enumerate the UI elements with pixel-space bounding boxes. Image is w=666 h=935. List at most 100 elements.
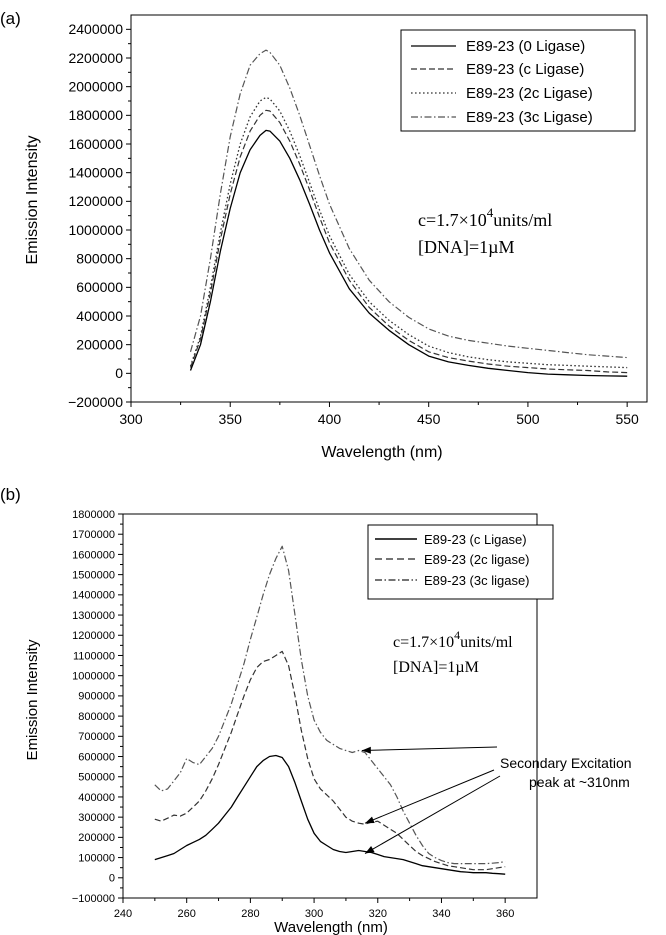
panel-b-ytick-label-10: 900000 bbox=[78, 691, 115, 703]
panel-b-ytick-label-9: 800000 bbox=[78, 711, 115, 723]
panel-a-annotation-units: units/ml bbox=[493, 210, 552, 230]
panel-b-label: (b) bbox=[0, 485, 21, 504]
panel-a-ytick-label-0: −200000 bbox=[68, 394, 123, 410]
panel-a-label: (a) bbox=[0, 9, 21, 28]
panel-b-xtick-label-6: 360 bbox=[496, 908, 514, 920]
panel-a-ytick-label-10: 1800000 bbox=[68, 107, 123, 123]
panel-b-ytick-label-0: −100000 bbox=[72, 893, 115, 905]
panel-a-annotation-exponent: 4 bbox=[487, 205, 494, 220]
panel-b-callout: Secondary Excitation peak at ~310nm bbox=[361, 746, 632, 854]
panel-a-annotation-c: c=1.7×104units/ml bbox=[418, 205, 552, 230]
panel-a-ytick-label-4: 600000 bbox=[76, 279, 123, 295]
panel-a-series-3 bbox=[189, 49, 628, 359]
panel-a-ytick-label-12: 2200000 bbox=[68, 50, 123, 66]
panel-b-annotation-exponent: 4 bbox=[454, 628, 460, 642]
panel-a-annotation-dna: [DNA]=1µM bbox=[418, 237, 515, 257]
panel-b-callout-arrow-2 bbox=[364, 775, 501, 854]
panel-b-ytick-label-17: 1600000 bbox=[72, 549, 115, 561]
panel-a-ytick-label-6: 1000000 bbox=[68, 222, 123, 238]
panel-b: (b) Emission Intensity Wavelength (nm) −… bbox=[0, 485, 632, 935]
panel-a-annotation-c-text: c=1.7×10 bbox=[418, 210, 487, 230]
panel-b-xtick-label-2: 280 bbox=[241, 908, 259, 920]
panel-a-legend-label-3: E89-23 (3c Ligase) bbox=[466, 109, 593, 126]
panel-a-xlabel: Wavelength (nm) bbox=[321, 444, 442, 461]
panel-a-series bbox=[189, 49, 628, 377]
panel-b-ytick-label-14: 1300000 bbox=[72, 610, 115, 622]
panel-b-xtick-label-0: 240 bbox=[114, 908, 132, 920]
panel-a-ytick-label-3: 400000 bbox=[76, 308, 123, 324]
panel-a-plot-frame bbox=[130, 14, 648, 403]
panel-b-legend-label-0: E89-23 (c Ligase) bbox=[424, 532, 527, 547]
panel-b-ytick-label-2: 100000 bbox=[78, 852, 115, 864]
panel-b-xtick-label-3: 300 bbox=[305, 908, 323, 920]
panel-a-xtick-label-4: 500 bbox=[516, 411, 540, 427]
panel-a-ytick-label-8: 1400000 bbox=[68, 165, 123, 181]
panel-b-ytick-label-8: 700000 bbox=[78, 731, 115, 743]
panel-a-ytick-label-13: 2400000 bbox=[68, 21, 123, 37]
panel-b-ytick-label-12: 1100000 bbox=[73, 650, 115, 662]
panel-b-callout-arrowhead-0 bbox=[361, 746, 371, 754]
panel-b-series-2 bbox=[154, 545, 506, 865]
panel-b-xtick-label-5: 340 bbox=[432, 908, 450, 920]
panel-b-ytick-label-11: 1000000 bbox=[72, 671, 115, 683]
panel-b-series-0 bbox=[154, 754, 506, 875]
panel-a-legend-label-1: E89-23 (c Ligase) bbox=[466, 61, 584, 78]
panel-a-legend-label-2: E89-23 (2c Ligase) bbox=[466, 85, 593, 102]
panel-b-ytick-label-5: 400000 bbox=[78, 792, 115, 804]
panel-b-ytick-label-13: 1200000 bbox=[72, 630, 115, 642]
panel-a-ytick-label-9: 1600000 bbox=[68, 136, 123, 152]
panel-a-series-0 bbox=[189, 129, 628, 377]
panel-b-xtick-label-4: 320 bbox=[369, 908, 387, 920]
panel-b-ytick-label-16: 1500000 bbox=[72, 569, 115, 581]
panel-a-ticks: −200000 0 200000 400000 600000 800000 1000000 1… bbox=[68, 21, 639, 427]
panel-b-annotation-units: units/ml bbox=[460, 634, 513, 651]
panel-a-ytick-label-7: 1200000 bbox=[68, 193, 123, 209]
panel-b-callout-arrows bbox=[361, 746, 501, 854]
panel-b-callout-arrow-0 bbox=[361, 746, 498, 751]
panel-b-legend-label-2: E89-23 (3c ligase) bbox=[424, 573, 530, 588]
panel-a-ytick-label-1: 0 bbox=[115, 365, 123, 381]
panel-a-xtick-label-2: 400 bbox=[318, 411, 342, 427]
panel-b-series-1 bbox=[154, 650, 506, 871]
panel-a-ylabel: Emission Intensity bbox=[24, 136, 41, 265]
panel-b-ytick-label-6: 500000 bbox=[78, 772, 115, 784]
panel-a-xtick-label-5: 550 bbox=[615, 411, 639, 427]
panel-b-ytick-label-7: 600000 bbox=[78, 751, 115, 763]
panel-b-ytick-label-1: 0 bbox=[109, 873, 115, 885]
panel-b-annotation-dna: [DNA]=1µM bbox=[393, 659, 479, 676]
panel-b-callout-line2: peak at ~310nm bbox=[529, 774, 630, 790]
panel-b-ytick-label-3: 200000 bbox=[78, 832, 115, 844]
panel-a-ytick-label-2: 200000 bbox=[76, 337, 123, 353]
panel-b-callout-arrow-1 bbox=[364, 769, 495, 824]
panel-b-callout-arrowhead-2 bbox=[365, 846, 375, 854]
panel-a-legend: E89-23 (0 Ligase) E89-23 (c Ligase) E89-… bbox=[400, 29, 636, 132]
panel-a-xtick-label-3: 450 bbox=[417, 411, 441, 427]
panel-a-xtick-label-0: 300 bbox=[119, 411, 143, 427]
panel-b-xtick-label-1: 260 bbox=[178, 908, 196, 920]
panel-b-callout-line1: Secondary Excitation bbox=[500, 755, 632, 771]
panel-b-ticks: −100000 0 100000 200000 300000 400000 500000 60… bbox=[72, 509, 514, 920]
panel-b-annotation-c: c=1.7×104units/ml bbox=[393, 628, 513, 651]
panel-b-ylabel: Emission Intensity bbox=[24, 639, 41, 760]
panel-b-xlabel: Wavelength (nm) bbox=[274, 919, 388, 935]
panel-a-ytick-label-5: 800000 bbox=[76, 251, 123, 267]
panel-b-ytick-label-19: 1800000 bbox=[72, 509, 115, 521]
panel-a-ytick-label-11: 2000000 bbox=[68, 79, 123, 95]
panel-b-legend-box bbox=[367, 524, 554, 600]
panel-a-series-1 bbox=[189, 109, 628, 374]
panel-b-ytick-label-15: 1400000 bbox=[72, 590, 115, 602]
panel-b-plot-frame bbox=[122, 513, 538, 899]
panel-b-legend: E89-23 (c Ligase) E89-23 (2c ligase) E89… bbox=[367, 524, 554, 600]
panel-b-legend-label-1: E89-23 (2c ligase) bbox=[424, 552, 530, 567]
panel-b-ytick-label-18: 1700000 bbox=[72, 529, 115, 541]
panel-a-legend-box bbox=[400, 29, 636, 132]
panel-b-annotation-c-text: c=1.7×10 bbox=[393, 634, 454, 651]
panel-a-xtick-label-1: 350 bbox=[219, 411, 243, 427]
panel-b-ytick-label-4: 300000 bbox=[78, 812, 115, 824]
panel-b-callout-arrowhead-1 bbox=[365, 816, 375, 824]
panel-a-legend-label-0: E89-23 (0 Ligase) bbox=[466, 38, 585, 55]
panel-a-series-2 bbox=[189, 96, 628, 369]
panel-b-series bbox=[154, 545, 506, 875]
panel-a: (a) Emission Intensity Wavelength (nm) −… bbox=[0, 9, 648, 461]
